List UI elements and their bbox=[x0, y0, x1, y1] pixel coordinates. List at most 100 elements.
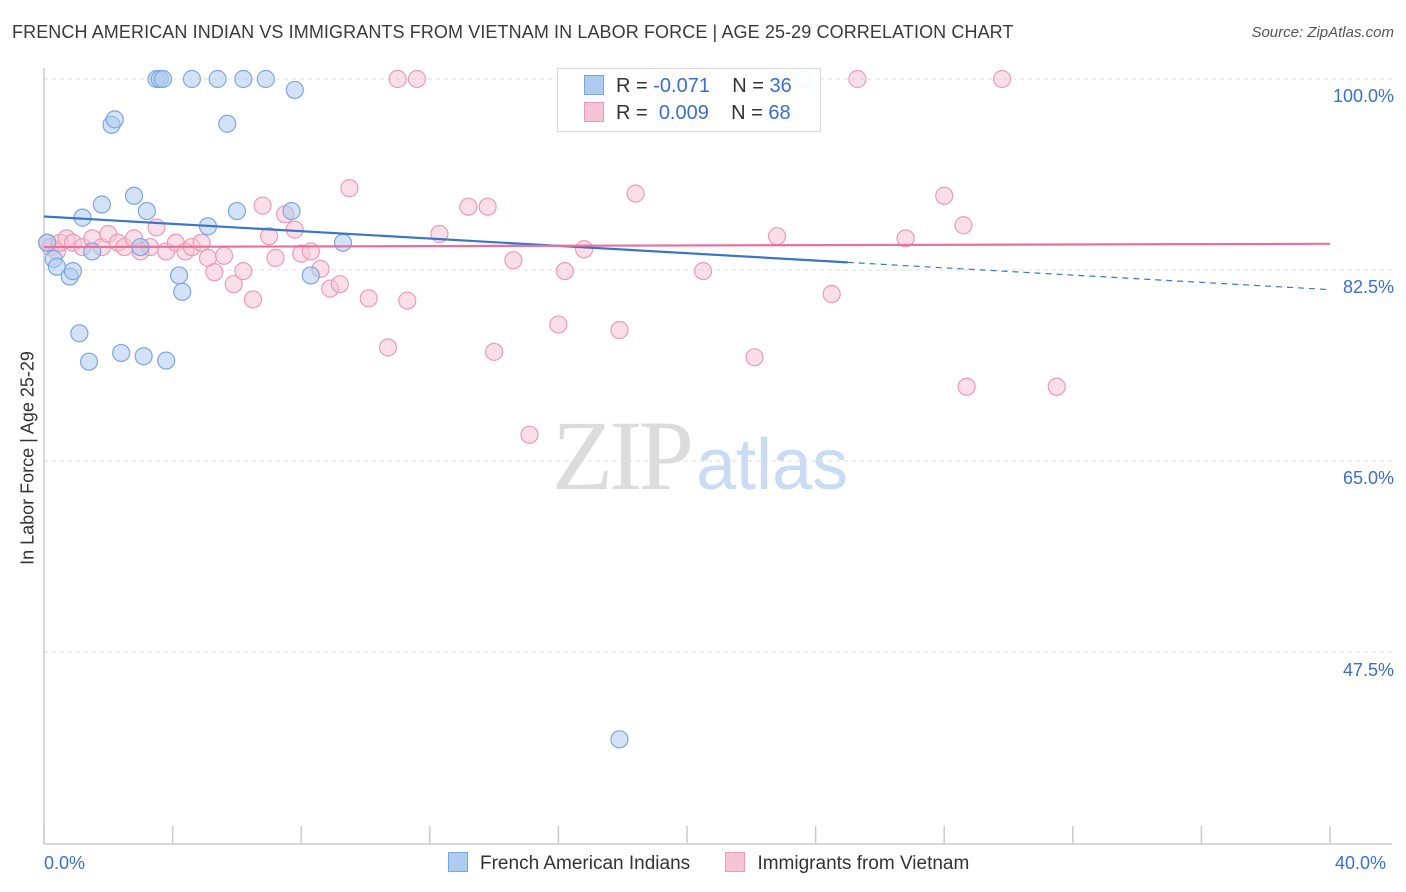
vietnam-point bbox=[147, 218, 166, 237]
vietnam-point bbox=[992, 69, 1012, 89]
legend-swatch-pink bbox=[584, 102, 604, 122]
watermark: ZIPatlas bbox=[552, 398, 848, 513]
vietnam-point bbox=[330, 275, 349, 294]
vietnam-point bbox=[549, 315, 568, 334]
vietnam-point bbox=[555, 261, 574, 281]
french-american-indian-point bbox=[333, 233, 353, 252]
series-immigrants-from-vietnam bbox=[38, 69, 1066, 444]
vietnam-point bbox=[192, 233, 211, 252]
vietnam-point bbox=[340, 179, 359, 198]
watermark-zip: ZIP bbox=[552, 400, 694, 511]
legend-swatch-blue bbox=[584, 75, 604, 95]
vietnam-point bbox=[957, 377, 976, 396]
n-label: N = bbox=[731, 102, 769, 124]
vietnam-point bbox=[610, 320, 629, 340]
french-american-indian-point bbox=[92, 195, 111, 214]
x-tick-label: 0.0% bbox=[44, 853, 86, 873]
x-tick-label: 40.0% bbox=[1335, 853, 1387, 873]
chart-title: FRENCH AMERICAN INDIAN VS IMMIGRANTS FRO… bbox=[12, 22, 1014, 42]
vietnam-point bbox=[575, 240, 594, 259]
vietnam-point bbox=[896, 229, 915, 248]
vietnam-point bbox=[745, 348, 764, 367]
y-tick-label: 82.5% bbox=[1342, 277, 1394, 297]
vietnam-point bbox=[243, 290, 263, 309]
vietnam-point bbox=[388, 69, 407, 89]
legend-label: Immigrants from Vietnam bbox=[757, 853, 970, 874]
source-label: Source: ZipAtlas.com bbox=[1251, 24, 1394, 41]
vietnam-point bbox=[253, 196, 272, 215]
vietnam-point bbox=[504, 251, 523, 270]
vietnam-point bbox=[259, 227, 279, 246]
vietnam-point bbox=[935, 186, 954, 205]
vietnam-point bbox=[224, 275, 243, 294]
vietnam-point bbox=[234, 261, 253, 281]
french-american-indian-point bbox=[218, 114, 237, 133]
french-american-indian-point bbox=[63, 261, 83, 281]
trend-line-extension bbox=[847, 261, 1331, 291]
y-axis-label: In Labor Force | Age 25-29 bbox=[17, 351, 38, 565]
french-american-indian-point bbox=[134, 347, 153, 366]
vietnam-point bbox=[378, 338, 398, 357]
french-american-indian-point bbox=[182, 69, 201, 89]
french-american-indian-point bbox=[234, 69, 253, 89]
axes bbox=[43, 68, 1392, 845]
legend-swatch-blue bbox=[448, 852, 468, 872]
vietnam-point bbox=[459, 197, 478, 216]
vietnam-point bbox=[767, 227, 787, 246]
n-value: 68 bbox=[768, 102, 791, 124]
french-american-indian-point bbox=[169, 266, 189, 285]
vietnam-point bbox=[398, 291, 417, 310]
french-american-indian-point bbox=[282, 201, 301, 221]
french-american-indian-point bbox=[38, 233, 57, 252]
vietnam-point bbox=[485, 342, 504, 361]
french-american-indian-point bbox=[227, 201, 246, 221]
legend-row-pink: R = 0.009 N = 68 bbox=[584, 102, 791, 125]
legend-label: French American Indians bbox=[480, 853, 691, 874]
french-american-indian-point bbox=[610, 730, 629, 749]
french-american-indian-point bbox=[285, 80, 304, 100]
vietnam-point bbox=[266, 248, 285, 268]
legend-row-blue: R = -0.071 N = 36 bbox=[584, 75, 792, 98]
french-american-indian-point bbox=[137, 201, 156, 221]
n-value: 36 bbox=[769, 75, 792, 97]
n-label: N = bbox=[732, 75, 770, 97]
vietnam-point bbox=[205, 263, 224, 282]
series-legend: French American Indians Immigrants from … bbox=[448, 852, 999, 875]
r-value: -0.071 bbox=[653, 75, 710, 97]
vietnam-point bbox=[407, 69, 427, 89]
r-label: R = bbox=[616, 75, 654, 97]
french-american-indian-point bbox=[173, 282, 192, 301]
french-american-indian-point bbox=[301, 266, 320, 285]
vietnam-point bbox=[214, 246, 234, 265]
y-tick-label: 100.0% bbox=[1332, 86, 1394, 106]
trend-line-immigrants-from-vietnam bbox=[43, 242, 1331, 249]
vietnam-point bbox=[954, 216, 973, 235]
vietnam-point bbox=[848, 69, 867, 89]
y-tick-label: 65.0% bbox=[1342, 468, 1394, 488]
vietnam-point bbox=[693, 261, 713, 281]
vietnam-point bbox=[478, 197, 497, 216]
legend-item-immigrants-from-vietnam: Immigrants from Vietnam bbox=[725, 852, 969, 875]
vietnam-point bbox=[359, 289, 378, 308]
r-label: R = bbox=[616, 102, 654, 124]
grid-lines bbox=[44, 78, 1392, 653]
french-american-indian-point bbox=[208, 69, 227, 89]
stats-legend: R = -0.071 N = 36 R = 0.009 N = 68 bbox=[557, 68, 821, 132]
series-french-american-indians bbox=[38, 69, 812, 749]
french-american-indian-point bbox=[112, 343, 131, 363]
legend-swatch-pink bbox=[725, 852, 746, 872]
y-tick-label: 47.5% bbox=[1342, 660, 1394, 680]
watermark-atlas: atlas bbox=[696, 425, 849, 505]
french-american-indian-point bbox=[83, 242, 102, 261]
french-american-indian-point bbox=[79, 352, 99, 371]
vietnam-point bbox=[1047, 377, 1066, 396]
french-american-indian-point bbox=[105, 110, 124, 129]
trend-lines bbox=[43, 215, 1331, 291]
vietnam-point bbox=[520, 425, 539, 444]
r-value: 0.009 bbox=[658, 102, 709, 124]
french-american-indian-point bbox=[256, 69, 275, 89]
french-american-indian-point bbox=[157, 351, 176, 370]
vietnam-point bbox=[626, 184, 645, 203]
french-american-indian-point bbox=[70, 324, 89, 343]
